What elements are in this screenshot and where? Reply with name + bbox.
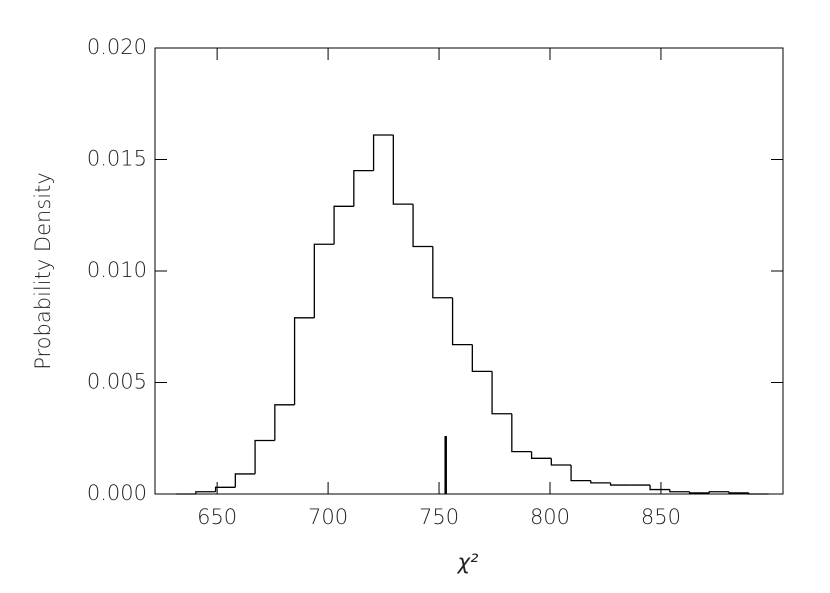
histogram-bin: [195, 491, 216, 494]
y-tick-label: 0.020: [87, 35, 147, 59]
histogram-bin: [471, 344, 493, 372]
histogram-bin: [708, 491, 730, 493]
x-tick-label: 800: [530, 505, 570, 529]
histogram-bin: [274, 404, 295, 441]
histogram-bin: [412, 204, 433, 248]
histogram-bin: [313, 243, 335, 318]
histogram-bin: [669, 489, 690, 493]
histogram-bin: [748, 492, 769, 495]
y-tick-label: 0.015: [87, 147, 147, 171]
histogram-bin: [214, 486, 236, 492]
histogram-bin: [550, 458, 572, 466]
y-tick-label: 0.000: [87, 481, 147, 505]
histogram-bin: [254, 439, 275, 474]
histogram-bin: [649, 485, 670, 491]
histogram-bin: [432, 246, 453, 299]
histogram-bin: [234, 473, 256, 488]
histogram-bin: [530, 451, 552, 459]
x-tick-label: 850: [641, 505, 681, 529]
x-tick-label: 700: [308, 505, 348, 529]
histogram-bin: [451, 297, 473, 346]
y-tick-label: 0.010: [87, 258, 147, 282]
y-tick-label: 0.005: [87, 370, 147, 394]
histogram-bin: [609, 482, 631, 486]
histogram-bin: [728, 491, 749, 494]
histogram-bin: [392, 134, 414, 205]
x-axis-label: χ²: [457, 550, 479, 574]
histogram-bin: [590, 480, 611, 484]
histogram-bin: [511, 413, 532, 453]
histogram-bin: [293, 317, 315, 405]
histogram-bin: [372, 134, 394, 171]
x-tick-label: 750: [419, 505, 459, 529]
histogram-bin: [353, 170, 374, 207]
histogram-bin: [491, 371, 512, 415]
histogram-bin: [333, 205, 354, 245]
x-tick-label: 650: [197, 505, 237, 529]
y-axis-label: Probability Density: [31, 172, 55, 370]
histogram-bin: [570, 465, 591, 482]
histogram-bin: [688, 491, 710, 494]
plot-frame: [154, 47, 784, 495]
